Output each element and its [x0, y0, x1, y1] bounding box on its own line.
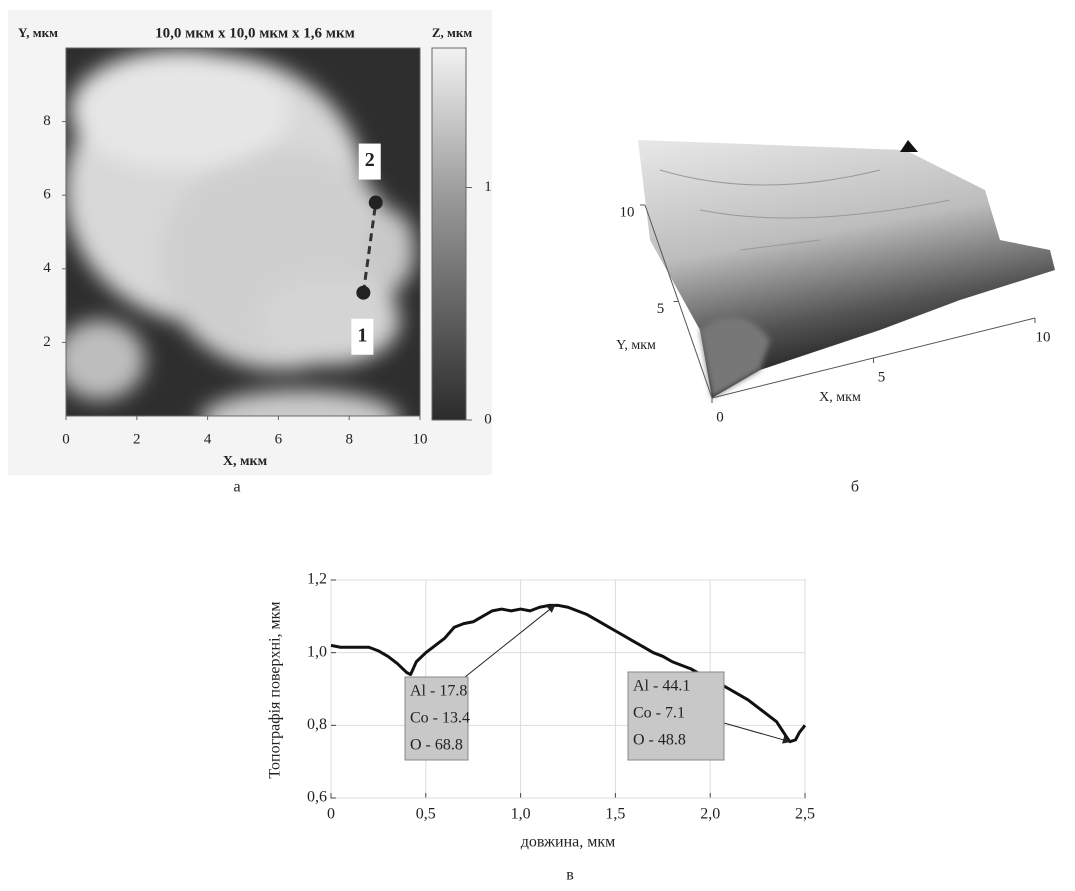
x-tick-label: 10 — [413, 431, 428, 447]
colorbar-label: Z, мкм — [432, 25, 473, 40]
x-tick-label: 0,5 — [416, 806, 436, 823]
x-tick-label: 10 — [1036, 329, 1051, 345]
x-tick-label: 2,0 — [700, 806, 720, 823]
y-tick-label: 10 — [620, 204, 635, 220]
annotation-arrow — [454, 604, 556, 686]
y-axis-label: Y, мкм — [18, 25, 58, 40]
profile-line — [361, 202, 378, 293]
y-tick-label: 5 — [657, 301, 665, 317]
x-tick-label: 1,5 — [605, 806, 625, 823]
annotation-box — [404, 676, 469, 761]
x-tick-label: 2 — [133, 431, 141, 447]
colorbar-tick-label: 0 — [484, 411, 492, 427]
surface-3d — [638, 140, 1055, 398]
annotation-text: Co - 13.4 — [410, 710, 470, 727]
x-tick-label: 4 — [204, 431, 212, 447]
point-label-box — [351, 318, 374, 355]
annotation-text: O - 68.8 — [410, 737, 463, 754]
afm-image — [66, 48, 420, 416]
panel-label: б — [851, 479, 859, 496]
panel-label: в — [566, 867, 574, 884]
profile-line — [330, 603, 807, 744]
x-tick-label: 0 — [62, 431, 70, 447]
y-tick-label: 4 — [43, 260, 51, 276]
y-tick-label: 8 — [43, 113, 51, 129]
annotation-box — [627, 671, 725, 761]
x-tick-label: 0 — [327, 806, 335, 823]
point-label: 2 — [365, 149, 375, 171]
y-tick-label: 2 — [43, 334, 51, 350]
point-label-box — [358, 143, 381, 180]
y-tick-label: 1,2 — [307, 571, 327, 588]
y-tick-label: 6 — [43, 187, 51, 203]
annotation-text: Al - 44.1 — [633, 678, 690, 695]
x-tick-label: 0 — [716, 409, 724, 425]
plot-frame — [65, 47, 421, 417]
annotation-text: Al - 17.8 — [410, 683, 467, 700]
x-tick-label: 1,0 — [511, 806, 531, 823]
x-tick-label: 6 — [275, 431, 283, 447]
x-tick-label: 8 — [345, 431, 353, 447]
profile-point — [356, 285, 371, 300]
y-tick-label: 0,8 — [307, 716, 327, 733]
x-axis-label: X, мкм — [819, 390, 861, 405]
colorbar — [431, 47, 467, 421]
annotation-arrow — [723, 722, 791, 744]
x-axis-label: довжина, мкм — [521, 834, 616, 851]
profile-point — [368, 195, 383, 210]
annotation-text: O - 48.8 — [633, 732, 686, 749]
panel-label: а — [233, 479, 240, 496]
x-tick-label: 5 — [878, 369, 886, 385]
y-axis-label: Y, мкм — [616, 338, 656, 353]
x-tick-label: 2,5 — [795, 806, 815, 823]
point-label: 1 — [357, 324, 367, 346]
y-axis-label: Топографія поверхні, мкм — [267, 601, 284, 778]
y-tick-label: 0,6 — [307, 789, 327, 806]
y-tick-label: 1,0 — [307, 643, 327, 660]
x-axis-label: X, мкм — [223, 454, 268, 469]
colorbar-tick-label: 1 — [484, 179, 492, 195]
annotation-text: Co - 7.1 — [633, 705, 685, 722]
chart-title: 10,0 мкм x 10,0 мкм x 1,6 мкм — [155, 25, 355, 41]
plot-frame — [330, 579, 806, 799]
